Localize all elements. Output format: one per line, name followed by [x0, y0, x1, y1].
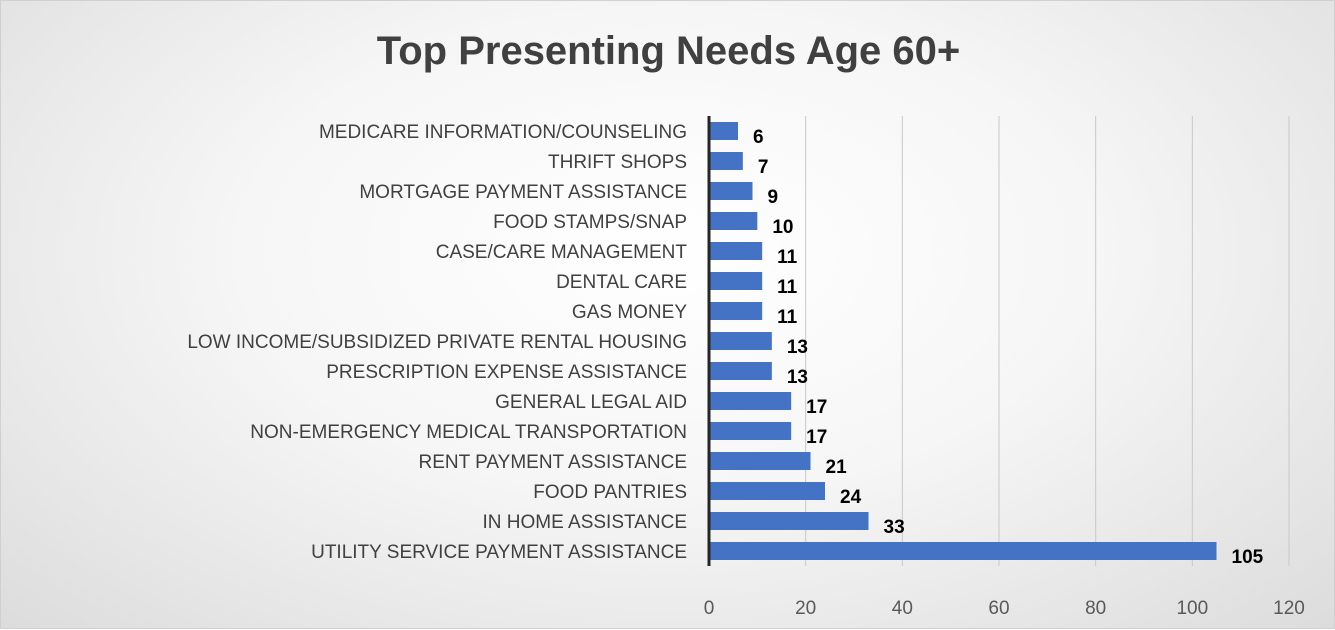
- data-label: 13: [787, 337, 808, 358]
- category-label: NON-EMERGENCY MEDICAL TRANSPORTATION: [250, 422, 687, 443]
- labels: 0 20 40 60 80 100 120 MEDICARE INFORMATION/COUN…: [187, 122, 1305, 619]
- data-label: 17: [806, 427, 827, 448]
- category-label: CASE/CARE MANAGEMENT: [436, 242, 688, 263]
- category-label: LOW INCOME/SUBSIDIZED PRIVATE RENTAL HOU…: [187, 332, 687, 353]
- bar: [709, 482, 825, 500]
- data-label: 7: [758, 157, 769, 178]
- bar: [709, 332, 772, 350]
- gridlines: [805, 116, 1290, 566]
- bar: [709, 452, 811, 470]
- x-tick-label: 40: [892, 598, 913, 619]
- bar: [709, 542, 1217, 560]
- data-label: 6: [753, 127, 764, 148]
- bar: [709, 182, 753, 200]
- bar: [709, 152, 743, 170]
- category-label: GAS MONEY: [572, 302, 687, 323]
- bar: [709, 512, 869, 530]
- bar: [709, 122, 738, 140]
- category-label: MEDICARE INFORMATION/COUNSELING: [319, 122, 687, 143]
- data-label: 105: [1232, 547, 1264, 568]
- bar: [709, 302, 763, 320]
- category-label: UTILITY SERVICE PAYMENT ASSISTANCE: [311, 542, 687, 563]
- category-label: FOOD PANTRIES: [533, 482, 687, 503]
- bar: [709, 362, 772, 380]
- bar: [709, 272, 763, 290]
- bar: [709, 212, 758, 230]
- chart-title: Top Presenting Needs Age 60+: [376, 29, 961, 73]
- category-label: PRESCRIPTION EXPENSE ASSISTANCE: [326, 362, 687, 383]
- data-label: 33: [884, 517, 905, 538]
- x-tick-label: 120: [1273, 598, 1305, 619]
- category-label: THRIFT SHOPS: [548, 152, 687, 173]
- bar: [709, 242, 763, 260]
- data-label: 21: [826, 457, 848, 478]
- category-label: RENT PAYMENT ASSISTANCE: [418, 452, 687, 473]
- data-label: 11: [777, 247, 798, 268]
- data-label: 11: [777, 307, 798, 328]
- x-tick-label: 60: [988, 598, 1009, 619]
- bar: [709, 422, 792, 440]
- category-label: FOOD STAMPS/SNAP: [493, 212, 687, 233]
- data-label: 10: [772, 217, 793, 238]
- data-label: 13: [787, 367, 808, 388]
- category-label: IN HOME ASSISTANCE: [483, 512, 687, 533]
- x-tick-label: 20: [795, 598, 816, 619]
- category-label: MORTGAGE PAYMENT ASSISTANCE: [359, 182, 687, 203]
- x-tick-label: 100: [1176, 598, 1208, 619]
- bar: [709, 392, 792, 410]
- data-label: 24: [840, 487, 862, 508]
- category-label: DENTAL CARE: [556, 272, 687, 293]
- data-label: 9: [768, 187, 779, 208]
- x-tick-label: 80: [1085, 598, 1106, 619]
- data-label: 17: [806, 397, 827, 418]
- x-tick-label: 0: [704, 598, 715, 619]
- category-label: GENERAL LEGAL AID: [495, 392, 687, 413]
- bars: [707, 116, 1217, 566]
- data-label: 11: [777, 277, 798, 298]
